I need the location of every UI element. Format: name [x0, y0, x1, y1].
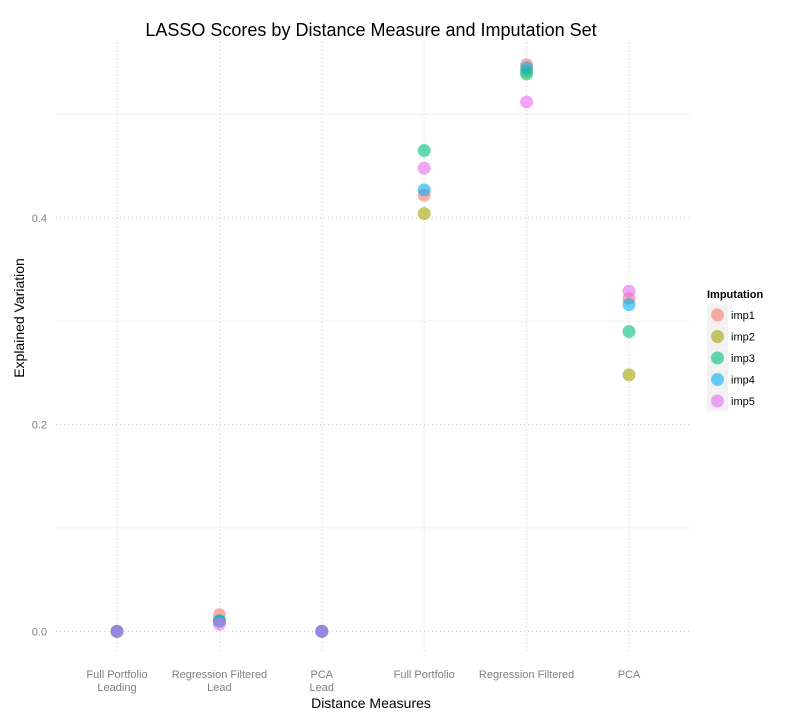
legend-label-imp2: imp2 — [731, 332, 755, 344]
legend-label-imp4: imp4 — [731, 375, 755, 387]
legend-key-imp4 — [711, 373, 724, 386]
x-axis-ticks: Full Portfolio Leading Regression Filtered… — [86, 669, 641, 694]
x-axis-title: Distance Measures — [311, 695, 431, 711]
legend-label-imp1: imp1 — [731, 310, 755, 322]
legend-label-imp5: imp5 — [731, 396, 755, 408]
data-points — [110, 58, 636, 638]
legend-title: Imputation — [707, 289, 763, 301]
data-point-imp5 — [520, 95, 534, 109]
y-tick-label: 0.2 — [32, 420, 47, 432]
data-point-imp4 — [417, 183, 431, 197]
chart-title: LASSO Scores by Distance Measure and Imp… — [145, 20, 596, 40]
x-tick-label: PCA — [618, 669, 641, 681]
data-point-imp4 — [622, 298, 636, 312]
grid — [56, 42, 690, 652]
data-point-imp3 — [622, 324, 636, 338]
x-tick-label: PCA Lead — [310, 669, 334, 694]
y-axis-ticks: 0.0 0.2 0.4 — [32, 213, 47, 639]
data-point-imp5 — [622, 284, 636, 298]
x-tick-label: Regression Filtered Lead — [172, 669, 267, 694]
data-point-imp4 — [520, 61, 534, 75]
data-point-imp5 — [212, 617, 226, 631]
y-tick-label: 0.4 — [32, 213, 47, 225]
x-tick-label: Regression Filtered — [479, 669, 574, 681]
data-point-imp5 — [110, 624, 124, 638]
legend: Imputation imp1 imp2 imp3 imp4 imp5 — [707, 289, 763, 412]
data-point-imp5 — [315, 624, 329, 638]
legend-key-imp5 — [711, 394, 724, 408]
data-point-imp5 — [417, 161, 431, 175]
legend-key-imp3 — [711, 351, 724, 365]
legend-label-imp3: imp3 — [731, 353, 755, 365]
y-axis-title: Explained Variation — [11, 258, 27, 378]
data-point-imp2 — [622, 368, 636, 382]
x-tick-label: Full Portfolio — [394, 669, 455, 681]
y-tick-label: 0.0 — [32, 626, 47, 638]
legend-key-imp2 — [711, 330, 724, 343]
legend-key-imp1 — [711, 308, 724, 322]
x-tick-label: Full Portfolio Leading — [86, 669, 147, 694]
data-point-imp3 — [417, 144, 431, 158]
data-point-imp2 — [417, 207, 431, 221]
